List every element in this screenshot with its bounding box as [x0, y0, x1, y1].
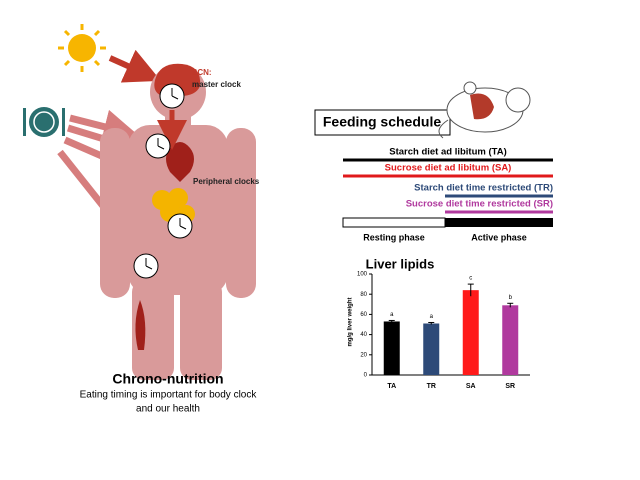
chart-title: Liver lipids: [366, 256, 435, 271]
mouse-icon: [438, 81, 531, 139]
light-arrow: [108, 49, 161, 83]
bar: [423, 323, 440, 375]
y-tick-label: 20: [360, 352, 367, 358]
schedule: Starch diet ad libitum (TA) Sucrose diet …: [342, 147, 553, 242]
bar: [383, 321, 400, 375]
caption: Eating timing is important for body cloc…: [80, 390, 258, 401]
feeding-title-box: [314, 109, 451, 136]
bar-chart: 0 20 40 60 80 100 TA a TR a SA c SR b: [357, 272, 530, 390]
y-tick-label: 80: [360, 292, 367, 298]
caption: and our health: [136, 404, 200, 415]
schedule-label: Starch diet ad libitum (TA): [389, 147, 507, 158]
bar: [462, 290, 479, 375]
schedule-label: Starch diet time restricted (TR): [414, 183, 553, 194]
resting-bar: [342, 217, 446, 228]
significance-label: b: [509, 295, 513, 301]
bar: [502, 305, 519, 375]
peripheral-label: Peripheral clocks: [193, 177, 260, 186]
significance-label: c: [469, 276, 472, 282]
scn-label: SCN:: [192, 68, 212, 77]
phase-label: Resting phase: [363, 232, 425, 242]
figure-title: Chrono-nutrition: [112, 371, 223, 387]
clocks: [133, 83, 193, 279]
feeding-title: Feeding schedule: [323, 114, 441, 130]
muscle: [135, 300, 146, 350]
y-axis-label: mg/g liver weight: [348, 297, 354, 346]
significance-label: a: [430, 314, 434, 320]
y-tick-label: 60: [360, 312, 367, 318]
y-tick-label: 40: [360, 332, 367, 338]
active-bar: [445, 218, 553, 227]
schedule-label: Sucrose diet ad libitum (SA): [385, 163, 512, 174]
plate-icon: [23, 107, 65, 137]
x-tick-label: TR: [427, 383, 436, 390]
x-tick-label: TA: [387, 383, 396, 390]
scn-sublabel: master clock: [192, 80, 241, 89]
x-tick-label: SR: [505, 383, 515, 390]
significance-label: a: [390, 312, 394, 318]
heart: [166, 142, 194, 182]
schedule-label: Sucrose diet time restricted (SR): [406, 199, 553, 210]
sun-icon: [58, 24, 106, 72]
y-tick-label: 100: [357, 272, 368, 278]
phase-label: Active phase: [471, 232, 527, 242]
y-tick-label: 0: [364, 373, 368, 379]
x-tick-label: SA: [466, 383, 476, 390]
